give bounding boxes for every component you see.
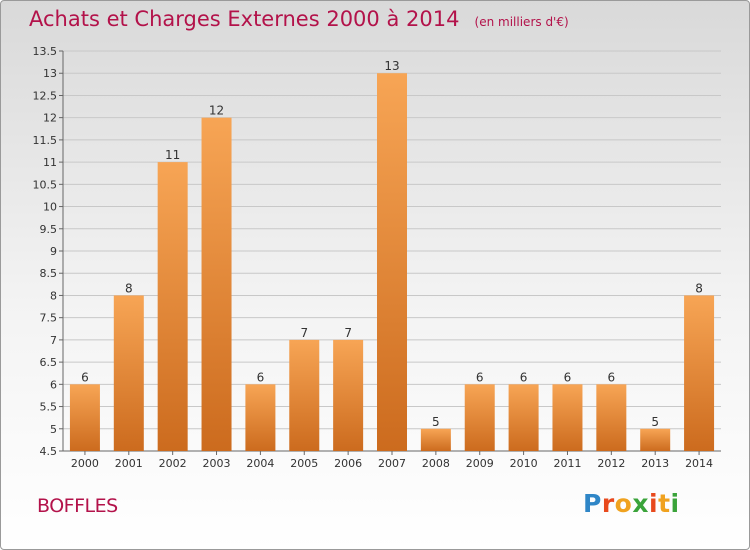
y-tick-label: 11.5 bbox=[33, 134, 58, 147]
data-label: 7 bbox=[344, 326, 352, 340]
x-tick-label: 2004 bbox=[246, 457, 274, 470]
y-tick-label: 6 bbox=[50, 378, 57, 391]
bar bbox=[113, 295, 144, 451]
y-tick-label: 10 bbox=[43, 201, 57, 214]
bar bbox=[640, 428, 671, 451]
bar bbox=[552, 384, 583, 451]
y-tick-label: 9.5 bbox=[40, 223, 58, 236]
chart-subtitle: (en milliers d'€) bbox=[474, 15, 569, 29]
bar bbox=[201, 117, 232, 452]
bar bbox=[69, 384, 100, 451]
data-label: 6 bbox=[476, 370, 484, 384]
bar bbox=[333, 339, 364, 451]
x-tick-label: 2013 bbox=[641, 457, 669, 470]
logo-letter: x bbox=[632, 489, 649, 518]
x-tick-label: 2008 bbox=[422, 457, 450, 470]
y-tick-label: 5 bbox=[50, 423, 57, 436]
data-label: 5 bbox=[651, 415, 659, 429]
data-label: 6 bbox=[564, 370, 572, 384]
x-tick-label: 2011 bbox=[553, 457, 581, 470]
bar bbox=[464, 384, 495, 451]
logo-letter: o bbox=[614, 489, 633, 518]
x-tick-label: 2009 bbox=[466, 457, 494, 470]
y-tick-label: 8.5 bbox=[40, 267, 58, 280]
x-tick-label: 2000 bbox=[71, 457, 99, 470]
data-label: 5 bbox=[432, 415, 440, 429]
logo-letter: i bbox=[649, 489, 659, 518]
data-label: 6 bbox=[520, 370, 528, 384]
y-tick-label: 6.5 bbox=[40, 356, 58, 369]
x-tick-label: 2003 bbox=[203, 457, 231, 470]
y-tick-label: 13.5 bbox=[33, 45, 58, 58]
y-tick-label: 12.5 bbox=[33, 89, 58, 102]
y-tick-label: 9 bbox=[50, 245, 57, 258]
y-tick-label: 13 bbox=[43, 67, 57, 80]
logo-letter: P bbox=[583, 489, 602, 518]
bar bbox=[684, 295, 715, 451]
data-label: 13 bbox=[384, 59, 399, 73]
place-name: BOFFLES bbox=[37, 495, 118, 517]
bar bbox=[289, 339, 320, 451]
x-tick-label: 2002 bbox=[159, 457, 187, 470]
x-tick-label: 2014 bbox=[685, 457, 713, 470]
x-tick-label: 2010 bbox=[510, 457, 538, 470]
data-label: 12 bbox=[209, 104, 224, 118]
x-tick-label: 2001 bbox=[115, 457, 143, 470]
bar bbox=[508, 384, 539, 451]
data-label: 6 bbox=[608, 370, 616, 384]
data-label: 8 bbox=[125, 281, 133, 295]
y-tick-label: 10.5 bbox=[33, 178, 58, 191]
y-tick-label: 5.5 bbox=[40, 401, 58, 414]
x-tick-label: 2005 bbox=[290, 457, 318, 470]
bar bbox=[245, 384, 276, 451]
x-tick-label: 2007 bbox=[378, 457, 406, 470]
proxiti-logo: Proxiti bbox=[583, 489, 680, 518]
y-tick-label: 11 bbox=[43, 156, 57, 169]
y-tick-label: 8 bbox=[50, 289, 57, 302]
x-tick-label: 2006 bbox=[334, 457, 362, 470]
data-label: 8 bbox=[695, 281, 703, 295]
y-tick-label: 7 bbox=[50, 334, 57, 347]
y-tick-label: 4.5 bbox=[40, 445, 58, 458]
bar bbox=[420, 428, 451, 451]
logo-letter: r bbox=[601, 489, 615, 518]
data-label: 11 bbox=[165, 148, 180, 162]
data-label: 6 bbox=[257, 370, 265, 384]
logo-letter: t bbox=[658, 489, 671, 518]
chart-title: Achats et Charges Externes 2000 à 2014 bbox=[29, 7, 460, 31]
y-tick-label: 12 bbox=[43, 112, 57, 125]
bar bbox=[157, 162, 188, 451]
bar bbox=[596, 384, 627, 451]
y-tick-label: 7.5 bbox=[40, 312, 58, 325]
x-tick-label: 2012 bbox=[597, 457, 625, 470]
data-label: 6 bbox=[81, 370, 89, 384]
logo-letter: i bbox=[670, 489, 680, 518]
data-label: 7 bbox=[300, 326, 308, 340]
title-row: Achats et Charges Externes 2000 à 2014 (… bbox=[29, 7, 569, 31]
bar bbox=[377, 73, 407, 451]
